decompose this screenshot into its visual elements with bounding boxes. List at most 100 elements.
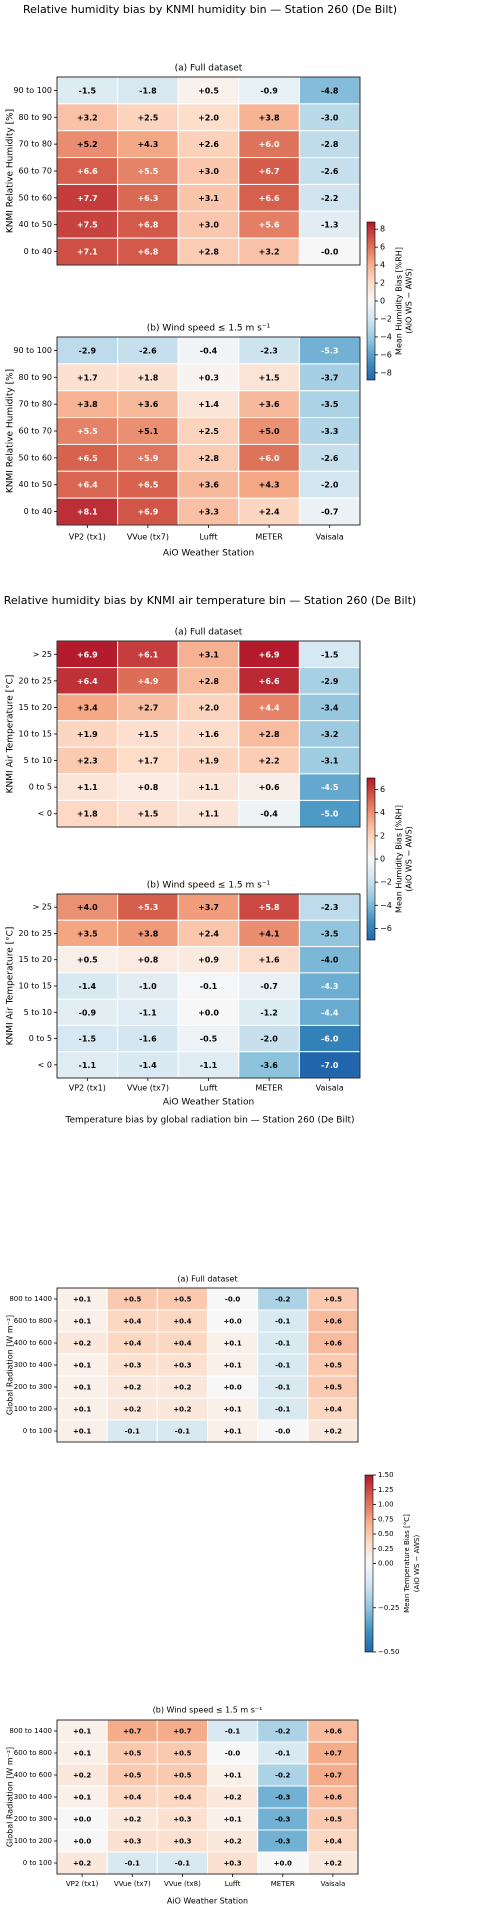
cell-value-label: +0.7 bbox=[324, 1772, 342, 1780]
heatmap-cell bbox=[177, 210, 240, 239]
panel-title: (a) Full dataset bbox=[175, 64, 243, 74]
cell-value-label: +3.3 bbox=[198, 508, 219, 517]
colorbar-tick-label: 1.00 bbox=[378, 1501, 394, 1509]
cell-value-label: +4.3 bbox=[137, 140, 158, 149]
cell-value-label: -3.2 bbox=[321, 730, 339, 739]
cell-value-label: +0.4 bbox=[123, 1340, 141, 1348]
cell-value-label: +0.5 bbox=[173, 1296, 191, 1304]
heatmap-cell bbox=[298, 972, 361, 1000]
cell-value-label: -2.3 bbox=[260, 346, 278, 355]
cell-value-label: +3.0 bbox=[198, 221, 219, 230]
cell-value-label: +1.9 bbox=[77, 730, 98, 739]
heatmap-cell bbox=[177, 919, 240, 948]
cell-value-label: +3.8 bbox=[259, 113, 280, 122]
x-tick-label: Lufft bbox=[199, 533, 217, 542]
x-tick-label: Vaisala bbox=[316, 533, 344, 542]
heatmap-cell bbox=[117, 946, 179, 974]
heatmap-cell bbox=[177, 363, 240, 392]
heatmap-cell bbox=[238, 363, 300, 392]
cell-value-label: +5.2 bbox=[77, 140, 98, 149]
cell-value-label: +2.7 bbox=[137, 703, 158, 712]
cell-value-label: +0.5 bbox=[123, 1296, 141, 1304]
cell-value-label: -0.3 bbox=[275, 1794, 290, 1802]
cell-value-label: +0.1 bbox=[73, 1362, 91, 1370]
cell-value-label: +3.2 bbox=[259, 248, 280, 257]
heatmap-cell bbox=[117, 130, 179, 159]
x-tick-label: METER bbox=[255, 533, 283, 542]
cell-value-label: -7.0 bbox=[321, 1061, 339, 1070]
row-label: 80 to 90 bbox=[19, 373, 52, 382]
cell-value-label: +1.5 bbox=[137, 730, 158, 739]
cell-value-label: +0.1 bbox=[223, 1816, 241, 1824]
colorbar bbox=[366, 221, 376, 381]
colorbar-tick-label: 0.75 bbox=[378, 1515, 394, 1523]
cell-value-label: +2.0 bbox=[198, 703, 219, 712]
cell-value-label: +0.0 bbox=[223, 1318, 241, 1326]
cell-value-label: -1.1 bbox=[79, 1061, 97, 1070]
cell-value-label: -1.5 bbox=[79, 86, 97, 95]
cell-value-label: +2.8 bbox=[198, 677, 219, 686]
cell-value-label: +3.2 bbox=[77, 113, 98, 122]
cell-value-label: +5.1 bbox=[137, 427, 158, 436]
heatmap-cell bbox=[117, 417, 179, 445]
cell-value-label: +0.7 bbox=[324, 1750, 342, 1758]
cell-value-label: +4.4 bbox=[259, 703, 280, 712]
heatmap-cell bbox=[238, 946, 300, 974]
heatmap-cell bbox=[298, 667, 361, 695]
cell-value-label: -1.1 bbox=[139, 1008, 157, 1017]
cell-value-label: +0.0 bbox=[223, 1384, 241, 1392]
heatmap-cell bbox=[117, 893, 179, 921]
cell-value-label: -0.7 bbox=[321, 508, 339, 517]
cell-value-label: +3.0 bbox=[198, 167, 219, 176]
cell-value-label: -2.9 bbox=[79, 346, 97, 355]
cell-value-label: +0.3 bbox=[173, 1362, 191, 1370]
heatmap-cell bbox=[298, 1051, 361, 1079]
colorbar-tick-label: −6 bbox=[380, 924, 392, 933]
cell-value-label: +6.4 bbox=[77, 677, 98, 686]
cell-value-label: +0.5 bbox=[173, 1772, 191, 1780]
cell-value-label: +0.1 bbox=[73, 1318, 91, 1326]
colorbar-label: Mean Humidity Bias [%RH] bbox=[395, 805, 404, 913]
cell-value-label: +0.2 bbox=[123, 1384, 141, 1392]
cell-value-label: -2.8 bbox=[321, 140, 339, 149]
cell-value-label: +0.2 bbox=[223, 1794, 241, 1802]
row-label: 0 to 5 bbox=[29, 783, 52, 792]
cell-value-label: +6.0 bbox=[259, 140, 280, 149]
cell-value-label: -0.5 bbox=[200, 1035, 218, 1044]
heatmap-cell bbox=[238, 893, 300, 921]
cell-value-label: -6.0 bbox=[321, 1035, 339, 1044]
heatmap-cell bbox=[56, 390, 119, 419]
colorbar-tick-label: 4 bbox=[380, 261, 385, 270]
panel-title: (a) Full dataset bbox=[177, 1275, 237, 1284]
cell-value-label: +0.5 bbox=[123, 1750, 141, 1758]
colorbar-tick-label: 0.00 bbox=[378, 1560, 394, 1568]
heatmap-cell bbox=[117, 157, 179, 185]
cell-value-label: +0.5 bbox=[123, 1772, 141, 1780]
cell-value-label: +1.6 bbox=[259, 956, 280, 965]
cell-value-label: -1.5 bbox=[321, 650, 339, 659]
heatmap-cell bbox=[238, 443, 300, 472]
row-label: 70 to 80 bbox=[19, 400, 52, 409]
heatmap-cell bbox=[56, 893, 119, 921]
heatmap-cell bbox=[117, 919, 179, 948]
heatmap-cell bbox=[298, 157, 361, 185]
x-tick-label: Vaisala bbox=[321, 1880, 346, 1888]
colorbar-label: (AiO WS − AWS) bbox=[405, 268, 414, 334]
row-label: > 25 bbox=[33, 650, 52, 659]
colorbar-tick-label: 6 bbox=[380, 243, 385, 252]
row-label: < 0 bbox=[38, 809, 52, 818]
row-label: 600 to 800 bbox=[14, 1749, 52, 1757]
row-label: 5 to 10 bbox=[24, 756, 52, 765]
row-label: 200 to 300 bbox=[14, 1383, 52, 1391]
cell-value-label: +6.9 bbox=[259, 650, 280, 659]
row-label: 400 to 600 bbox=[14, 1771, 52, 1779]
cell-value-label: -3.1 bbox=[321, 757, 339, 766]
cell-value-label: -4.4 bbox=[321, 1008, 339, 1017]
colorbar-label: Mean Humidity Bias [%RH] bbox=[395, 247, 404, 355]
heatmap-cell bbox=[117, 746, 179, 775]
cell-value-label: +0.3 bbox=[198, 373, 219, 382]
panel-frame bbox=[56, 640, 361, 828]
panel-frame bbox=[56, 76, 361, 266]
heatmap-cell bbox=[177, 1024, 240, 1053]
